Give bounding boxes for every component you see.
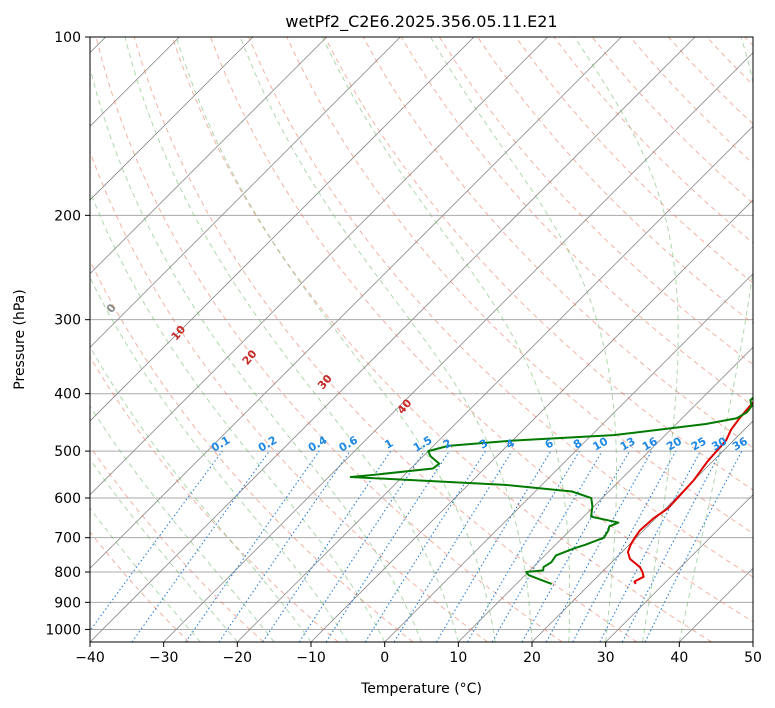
mixing-ratio-line bbox=[435, 450, 552, 642]
y-tick-label: 400 bbox=[54, 387, 81, 403]
isotherm bbox=[163, 52, 753, 642]
mixing-ratio-line bbox=[218, 450, 351, 642]
dry-adiabat-label: 30 bbox=[315, 372, 335, 392]
dry-adiabat bbox=[95, 37, 563, 642]
dry-adiabat bbox=[248, 37, 753, 578]
moist-adiabat bbox=[574, 37, 679, 642]
mixing-ratio-label: 3 bbox=[477, 437, 490, 452]
moist-adiabat bbox=[90, 458, 238, 642]
dry-adiabat bbox=[90, 150, 488, 642]
dry-adiabat bbox=[171, 37, 712, 642]
isotherm bbox=[310, 199, 753, 642]
plot-frame bbox=[89, 36, 754, 643]
axes: −40 −30 −20 −10 0 10 20 30 40 5010020030040050060… bbox=[45, 30, 762, 666]
mixing-ratio-line bbox=[298, 450, 425, 642]
isotherm bbox=[90, 37, 475, 422]
dry-adiabat-label: -10 bbox=[37, 272, 60, 296]
x-tick-label: 0 bbox=[380, 650, 389, 666]
x-tick-label: 20 bbox=[523, 650, 541, 666]
dry-adiabat bbox=[210, 37, 753, 623]
dry-adiabat bbox=[744, 37, 753, 47]
dry-adiabat bbox=[439, 37, 753, 366]
moist-adiabat bbox=[90, 345, 312, 642]
mixing-ratio-line bbox=[262, 450, 392, 642]
moist-adiabat bbox=[90, 276, 349, 642]
mixing-ratio-line bbox=[364, 450, 486, 642]
moist-adiabat bbox=[239, 37, 533, 642]
y-axis-label: Pressure (hPa) bbox=[12, 289, 28, 389]
moist-adiabat bbox=[430, 37, 618, 642]
mixing-ratio-line bbox=[521, 450, 630, 642]
y-tick-label: 500 bbox=[54, 444, 81, 460]
y-tick-label: 200 bbox=[54, 208, 81, 224]
dry-adiabat bbox=[668, 37, 753, 125]
y-tick-label: 100 bbox=[54, 30, 81, 46]
y-tick-label: 900 bbox=[54, 595, 81, 611]
background-lines bbox=[90, 37, 753, 642]
moist-adiabat bbox=[90, 507, 201, 642]
moist-adiabat bbox=[90, 189, 386, 642]
mixing-ratio-line bbox=[185, 450, 320, 642]
mixing-ratio-line bbox=[572, 450, 677, 642]
dry-adiabat bbox=[90, 259, 414, 642]
dry-adiabat bbox=[90, 445, 264, 642]
dry-adiabat bbox=[515, 37, 753, 284]
dry-adiabat bbox=[400, 37, 753, 407]
mixing-ratio-line bbox=[393, 450, 513, 642]
isotherm bbox=[605, 494, 753, 642]
mixing-ratio-line bbox=[545, 450, 653, 642]
dry-adiabat-label: 0 bbox=[104, 301, 119, 315]
dry-adiabat-label: 20 bbox=[240, 347, 260, 367]
isotherm bbox=[458, 346, 753, 642]
mixing-ratio-line bbox=[467, 450, 580, 642]
isotherm bbox=[237, 125, 753, 642]
x-tick-label: −20 bbox=[223, 650, 253, 666]
moist-adiabat bbox=[322, 37, 571, 642]
mixing-ratio-line bbox=[90, 450, 223, 632]
isotherm bbox=[90, 37, 622, 569]
moist-adiabat bbox=[175, 37, 496, 642]
isotherm bbox=[90, 37, 401, 348]
isotherm bbox=[90, 37, 254, 201]
isotherm bbox=[384, 273, 753, 642]
x-tick-label: −10 bbox=[296, 650, 326, 666]
mixing-ratio-label: 2 bbox=[441, 437, 454, 452]
mixing-ratio-line bbox=[131, 450, 270, 642]
x-tick-label: 10 bbox=[449, 650, 467, 666]
mixing-ratio-line bbox=[644, 450, 743, 642]
dry-adiabat bbox=[133, 37, 638, 642]
x-tick-label: 30 bbox=[597, 650, 615, 666]
dry-adiabat bbox=[286, 37, 753, 534]
x-tick-label: −30 bbox=[149, 650, 179, 666]
isotherm bbox=[90, 37, 548, 496]
isotherm bbox=[90, 37, 327, 275]
y-tick-label: 600 bbox=[54, 491, 81, 507]
y-tick-label: 300 bbox=[54, 313, 81, 329]
dry-adiabat-label: 40 bbox=[395, 396, 415, 416]
moist-adiabat bbox=[90, 405, 275, 642]
mixing-ratio-label: 4 bbox=[504, 436, 517, 451]
chart-title: wetPf2_C2E6.2025.356.05.11.E21 bbox=[285, 12, 557, 32]
isotherm bbox=[752, 641, 753, 642]
x-tick-label: 40 bbox=[670, 650, 688, 666]
temperature-line bbox=[626, 401, 753, 585]
x-axis-label: Temperature (°C) bbox=[360, 681, 482, 697]
y-tick-label: 700 bbox=[54, 531, 81, 547]
moist-adiabat bbox=[90, 66, 422, 642]
y-tick-label: 800 bbox=[54, 565, 81, 581]
mixing-ratio-line bbox=[325, 450, 450, 642]
x-tick-label: −40 bbox=[75, 650, 105, 666]
isotherm bbox=[679, 567, 753, 642]
dry-adiabat bbox=[706, 37, 753, 86]
dry-adiabat bbox=[90, 356, 339, 642]
profile-lines bbox=[349, 396, 753, 585]
moist-adiabat bbox=[124, 37, 459, 642]
dewpoint-line bbox=[349, 396, 753, 585]
y-tick-label: 1000 bbox=[45, 622, 81, 638]
dry-adiabat bbox=[591, 37, 753, 204]
dry-adiabat bbox=[90, 531, 190, 642]
x-tick-label: 50 bbox=[744, 650, 762, 666]
